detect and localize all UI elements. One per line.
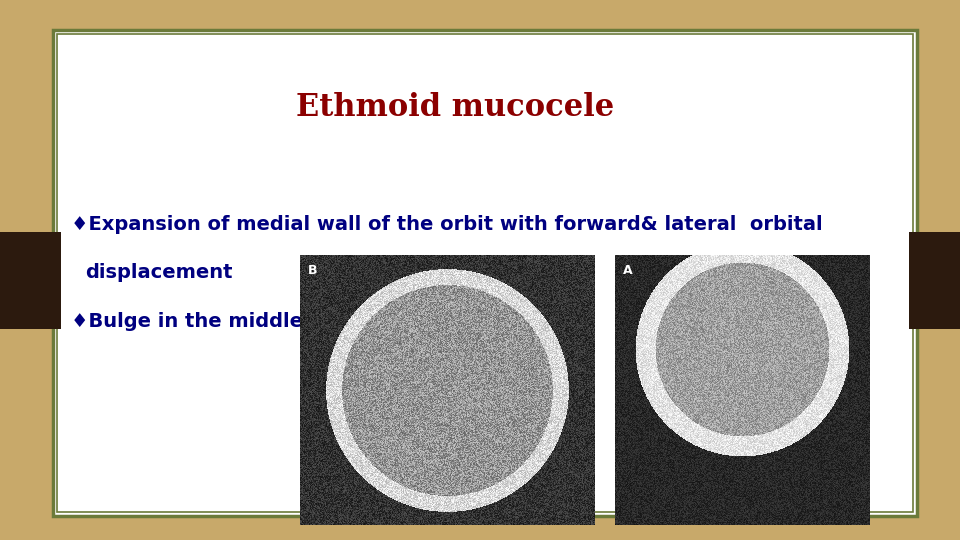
Text: A: A bbox=[623, 265, 633, 278]
Bar bbox=[0, 232, 60, 329]
Bar bbox=[53, 30, 917, 516]
Text: ♦Expansion of medial wall of the orbit with forward& lateral  orbital: ♦Expansion of medial wall of the orbit w… bbox=[71, 214, 823, 234]
Bar bbox=[909, 232, 960, 329]
Text: displacement: displacement bbox=[84, 263, 232, 282]
Bar bbox=[57, 33, 913, 512]
Bar bbox=[53, 30, 917, 516]
Text: Ethmoid mucocele: Ethmoid mucocele bbox=[296, 92, 614, 123]
Text: ♦Bulge in the middle meatus: ♦Bulge in the middle meatus bbox=[71, 312, 391, 331]
Text: B: B bbox=[308, 265, 318, 278]
